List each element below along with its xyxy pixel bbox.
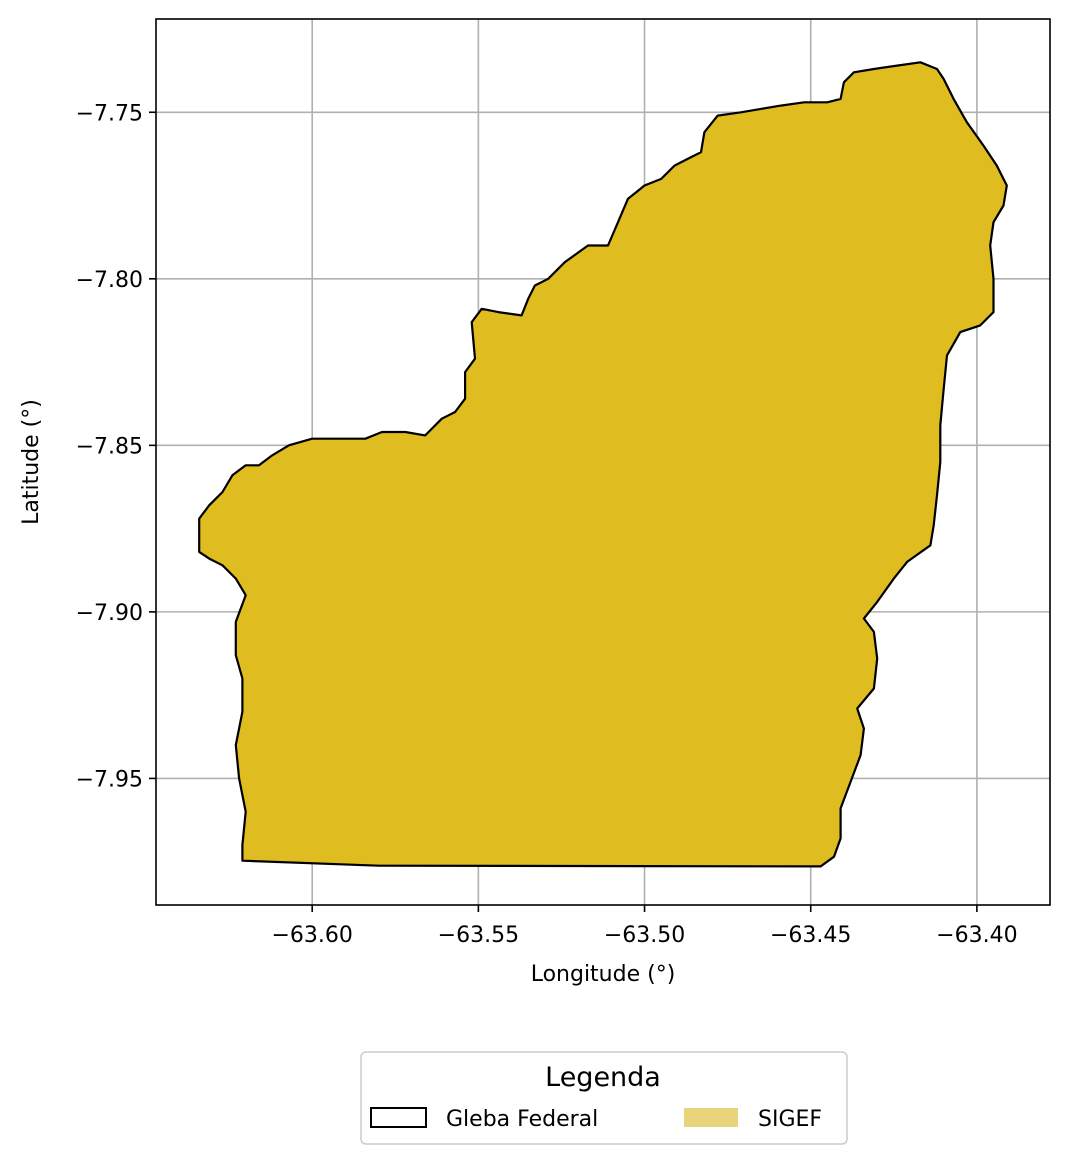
x-tick-label: −63.50	[604, 923, 685, 948]
y-tick-label: −7.90	[76, 601, 143, 626]
legend-title: Legenda	[545, 1062, 661, 1093]
y-tick-label: −7.80	[76, 268, 143, 293]
x-tick-label: −63.60	[271, 923, 352, 948]
x-tick-label: −63.40	[936, 923, 1017, 948]
y-tick-label: −7.95	[76, 767, 143, 792]
legend: Legenda Gleba Federal SIGEF	[361, 1052, 847, 1144]
y-tick-label: −7.75	[76, 101, 143, 126]
legend-label-gleba-federal: Gleba Federal	[446, 1107, 598, 1132]
y-tick-label: −7.85	[76, 434, 143, 459]
x-tick-label: −63.55	[438, 923, 519, 948]
x-axis-label: Longitude (°)	[531, 962, 676, 987]
legend-swatch-sigef	[684, 1108, 738, 1127]
y-axis-label: Latitude (°)	[19, 399, 44, 525]
legend-label-sigef: SIGEF	[758, 1107, 822, 1132]
x-tick-label: −63.45	[770, 923, 851, 948]
